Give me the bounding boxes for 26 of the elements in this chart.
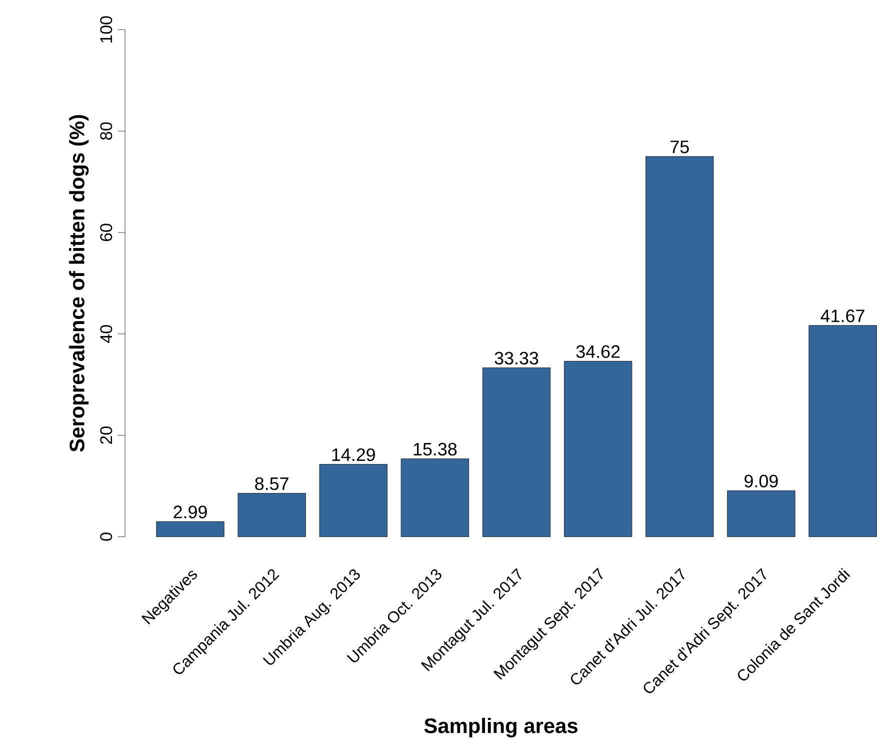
bar bbox=[808, 325, 877, 537]
bar bbox=[564, 360, 632, 537]
bar bbox=[400, 458, 469, 537]
data-label: 41.67 bbox=[820, 310, 864, 322]
x-axis-title: Sampling areas bbox=[424, 718, 578, 738]
bar bbox=[646, 156, 714, 537]
data-label: 8.57 bbox=[255, 477, 288, 490]
bar bbox=[319, 464, 388, 537]
bar bbox=[238, 493, 306, 537]
y-tick-label: 100 bbox=[100, 16, 112, 43]
bar bbox=[482, 368, 551, 537]
bar bbox=[727, 490, 796, 537]
y-tick-label: 20 bbox=[100, 426, 112, 444]
y-tick-label: 80 bbox=[100, 122, 112, 140]
data-label: 15.38 bbox=[414, 442, 457, 456]
y-axis-title: Seroprevalence of bitten dogs (%) bbox=[69, 115, 89, 452]
data-label: 75 bbox=[670, 140, 689, 154]
y-tick-label: 60 bbox=[100, 224, 112, 242]
data-label: 9.09 bbox=[744, 474, 778, 488]
data-label: 33.33 bbox=[494, 352, 538, 365]
y-tick-label: 40 bbox=[100, 325, 112, 343]
bar bbox=[156, 521, 224, 537]
data-label: 2.99 bbox=[174, 506, 207, 518]
data-label: 14.29 bbox=[332, 448, 375, 462]
data-label: 34.62 bbox=[576, 345, 620, 358]
y-tick-label: 0 bbox=[100, 532, 112, 541]
